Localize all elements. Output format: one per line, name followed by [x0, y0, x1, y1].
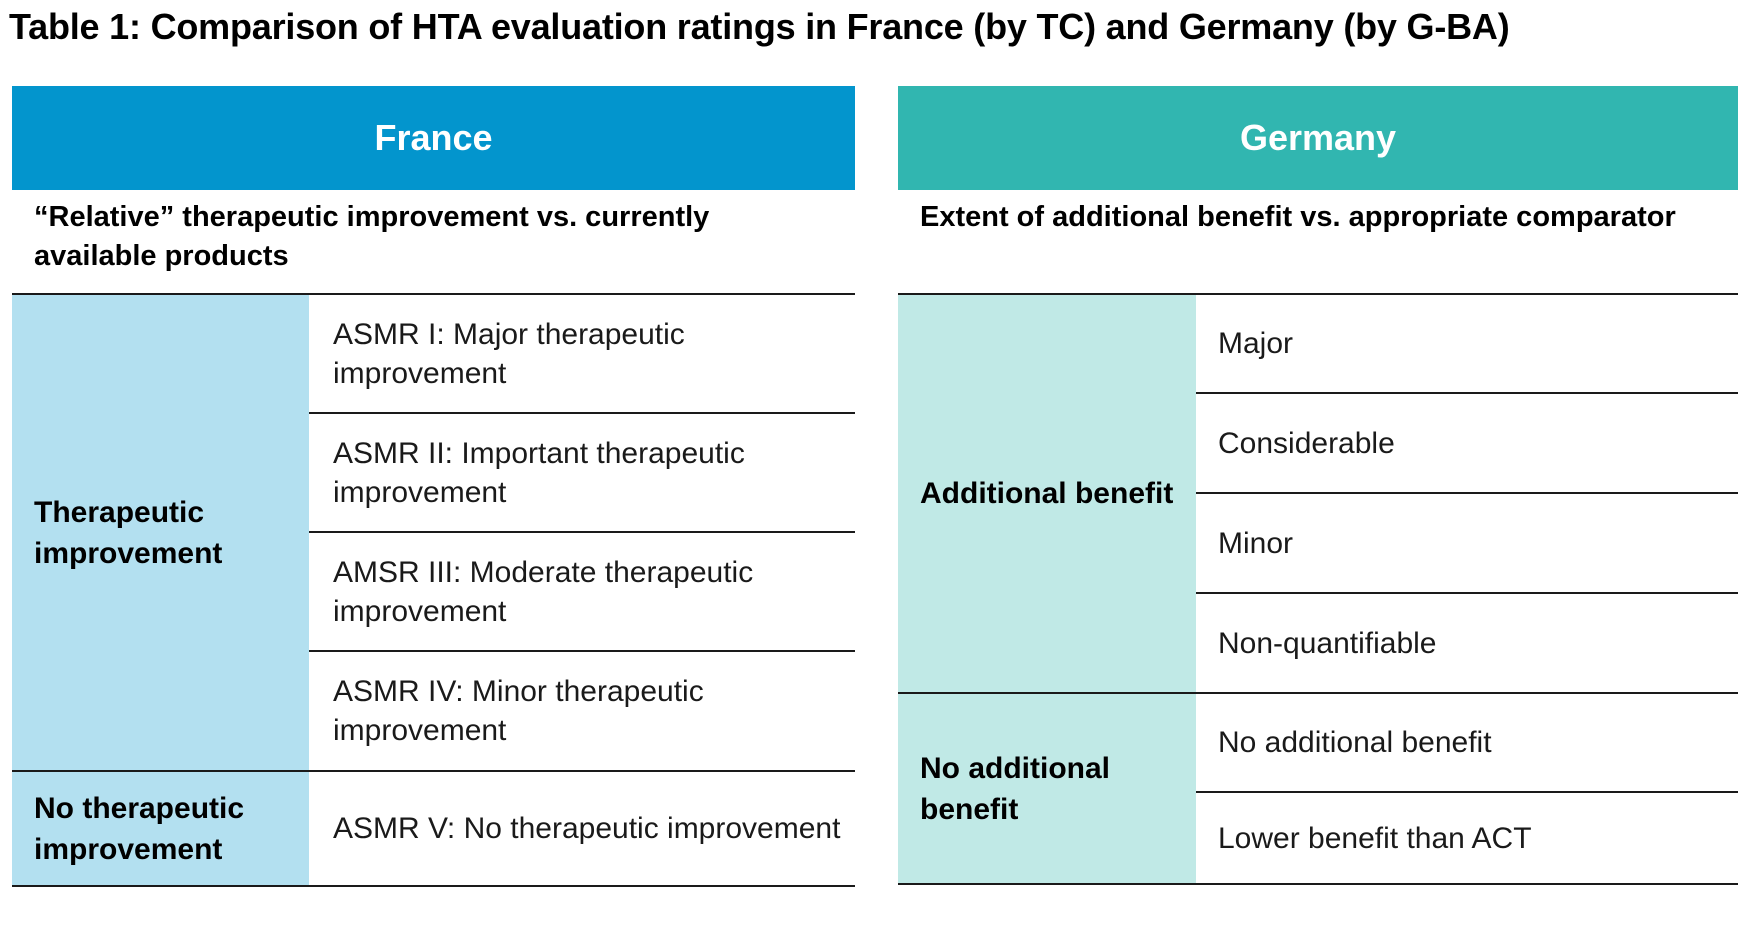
- row-divider: [309, 531, 855, 533]
- germany-row-no-additional-benefit: No additional benefit: [1218, 726, 1492, 759]
- germany-row-minor: Minor: [1218, 526, 1294, 560]
- group-divider: [898, 692, 1738, 694]
- row-divider: [309, 650, 855, 652]
- germany-row-non-quantifiable: Non-quantifiable: [1218, 626, 1437, 660]
- france-group-no-therapeutic-improvement: No therapeutic improvement: [12, 772, 309, 885]
- france-row-asmr-1: ASMR I: Major therapeutic improvement: [333, 317, 685, 390]
- france-header: France: [12, 86, 855, 190]
- germany-header: Germany: [898, 86, 1738, 190]
- france-group-therapeutic-improvement: Therapeutic improvement: [12, 295, 309, 770]
- germany-subtitle: Extent of additional benefit vs. appropr…: [920, 201, 1676, 233]
- france-row-asmr-4: ASMR IV: Minor therapeutic improvement: [333, 675, 704, 747]
- germany-group-additional-benefit: Additional benefit: [898, 295, 1196, 692]
- germany-row-considerable: Considerable: [1218, 426, 1395, 460]
- row-divider: [1196, 392, 1738, 394]
- germany-group-no-additional-benefit: No additional benefit: [898, 694, 1196, 883]
- page-title: Table 1: Comparison of HTA evaluation ra…: [9, 6, 1510, 47]
- row-divider: [1196, 592, 1738, 594]
- row-divider: [1196, 791, 1738, 793]
- table-divider: [898, 293, 1738, 295]
- france-row-asmr-3: AMSR III: Moderate therapeutic improveme…: [333, 555, 754, 628]
- table-bottom-border: [898, 883, 1738, 885]
- row-divider: [1196, 492, 1738, 494]
- germany-row-lower-benefit: Lower benefit than ACT: [1218, 821, 1532, 855]
- row-divider: [309, 412, 855, 414]
- germany-row-major: Major: [1218, 327, 1294, 360]
- table-divider: [12, 293, 855, 295]
- france-subtitle: “Relative” therapeutic improvement vs. c…: [34, 201, 710, 272]
- table-bottom-border: [12, 885, 855, 887]
- france-row-asmr-5: ASMR V: No therapeutic improvement: [333, 812, 841, 845]
- france-row-asmr-2: ASMR II: Important therapeutic improveme…: [333, 436, 745, 509]
- group-divider: [12, 770, 855, 772]
